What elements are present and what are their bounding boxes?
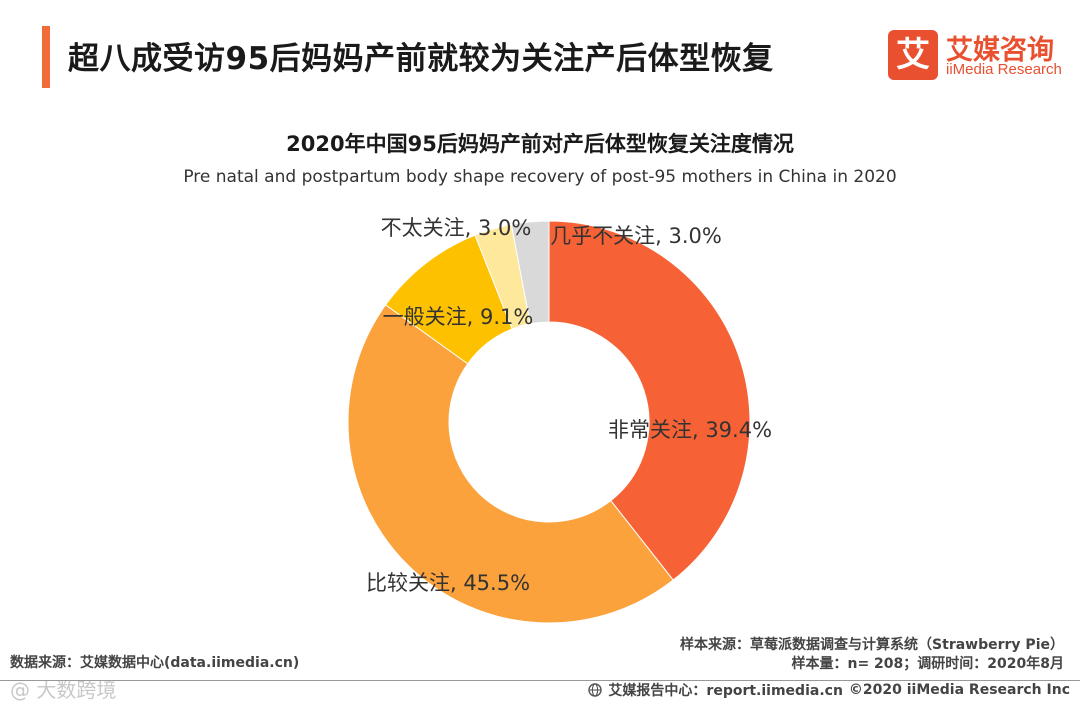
copyright-text: ©2020 iiMedia Research Inc — [848, 682, 1070, 698]
title-accent-bar — [42, 26, 50, 88]
report-center: 艾媒报告中心：report.iimedia.cn — [608, 683, 843, 699]
logo-mark-icon: 艾 — [888, 30, 938, 80]
donut-slice-1 — [548, 220, 751, 581]
footer-divider — [0, 680, 1080, 681]
watermark: @ 大数跨境 — [10, 678, 117, 702]
donut-slice-5 — [510, 220, 550, 325]
chart-title: 2020年中国95后妈妈产前对产后体型恢复关注度情况 — [286, 132, 794, 156]
logo-name-cn: 艾媒咨询 — [946, 35, 1054, 66]
sample-info-block: 样本来源：草莓派数据调查与计算系统（Strawberry Pie） 样本量：n=… — [680, 636, 1064, 674]
data-source: 数据来源：艾媒数据中心(data.iimedia.cn) — [10, 655, 300, 671]
slice-label-1: 非常关注, 39.4% — [608, 418, 772, 442]
slice-label-2: 比较关注, 45.5% — [366, 571, 530, 595]
copyright-bar: 艾媒报告中心：report.iimedia.cn ©2020 iiMedia R… — [588, 680, 1070, 700]
slice-label-3: 一般关注, 9.1% — [383, 305, 534, 329]
sample-source: 样本来源：草莓派数据调查与计算系统（Strawberry Pie） — [680, 637, 1064, 653]
slice-label-4: 不太关注, 3.0% — [381, 216, 532, 240]
logo-name-en: iiMedia Research — [946, 61, 1062, 78]
globe-icon — [588, 683, 603, 697]
brand-logo: 艾 艾媒咨询 iiMedia Research — [888, 28, 1068, 84]
page-title: 超八成受访95后妈妈产前就较为关注产后体型恢复 — [68, 41, 774, 77]
donut-slice-2 — [347, 304, 674, 624]
chart-subtitle: Pre natal and postpartum body shape reco… — [183, 167, 897, 187]
sample-size: 样本量：n= 208；调研时间：2020年8月 — [791, 656, 1064, 672]
slice-label-5: 几乎不关注, 3.0% — [550, 224, 722, 248]
